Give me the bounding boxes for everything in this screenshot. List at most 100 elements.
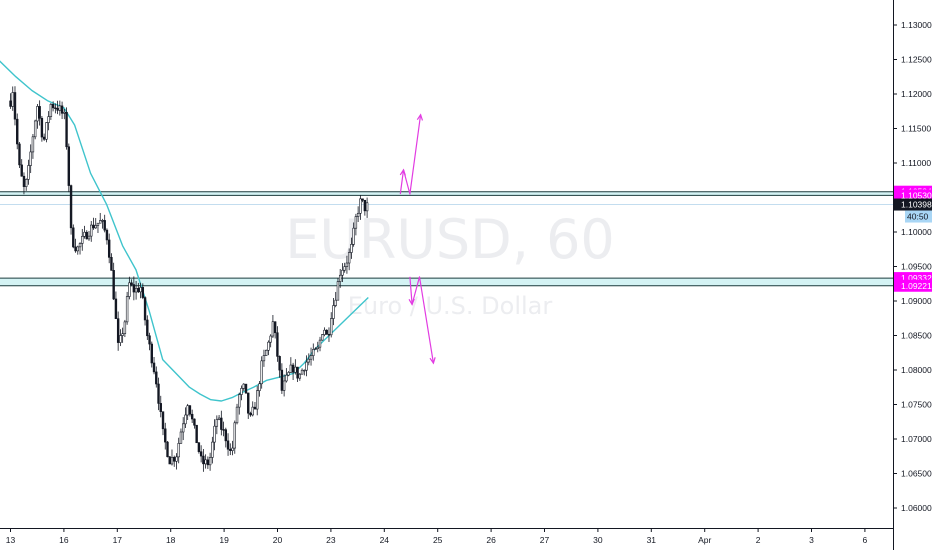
candle (150, 341, 153, 368)
candle-body (350, 244, 353, 253)
candle-body (184, 414, 187, 425)
candle-body (356, 212, 360, 217)
price-label-text: 1.09332 (901, 273, 932, 283)
x-tick-label: 25 (433, 535, 443, 545)
candle-body (29, 151, 32, 166)
candle-body (54, 107, 57, 109)
price-label-text: 1.10398 (901, 200, 932, 210)
candle (181, 417, 185, 441)
candle-body (173, 456, 176, 462)
candle-body (298, 373, 302, 379)
candle (361, 198, 364, 203)
candle (325, 329, 328, 335)
candle (107, 233, 111, 264)
candle-body (347, 252, 351, 264)
x-tick-label: 16 (59, 535, 69, 545)
candle (36, 103, 39, 129)
candle (130, 279, 133, 287)
candle (56, 100, 59, 115)
candle (332, 298, 335, 326)
time-axis[interactable]: 13 16 17 18 19 20 23 24 25 26 27 30 31 Apr 2 3 6 (0, 528, 893, 545)
candle-body (211, 441, 214, 458)
candle (45, 122, 48, 143)
candle-body (179, 431, 183, 444)
projection-bearish (409, 276, 434, 364)
candle (125, 291, 129, 325)
candle-body (141, 287, 145, 298)
candle-body (99, 220, 102, 224)
candle-body (69, 185, 73, 229)
candle (74, 238, 77, 253)
candle (159, 395, 162, 418)
candle-body (81, 236, 84, 244)
candle-body (152, 362, 156, 373)
candles-layer (9, 86, 369, 472)
candle (314, 347, 317, 350)
candle-body (330, 318, 333, 336)
candle-body (282, 380, 286, 391)
candle (78, 242, 82, 255)
price-label-badge (894, 189, 932, 202)
candle (38, 100, 41, 126)
candle-body (359, 198, 362, 214)
candle (190, 409, 194, 423)
zone-support (0, 278, 893, 286)
candle (116, 311, 120, 351)
candle (235, 403, 239, 425)
x-tick-label: 18 (166, 535, 176, 545)
candle (29, 144, 32, 174)
candle-body (343, 266, 346, 271)
x-tick-label: 19 (219, 535, 229, 545)
candle-body (300, 369, 304, 375)
candle-body (168, 456, 171, 465)
candle-body (36, 106, 39, 122)
candle-body (193, 418, 196, 426)
candle-body (87, 235, 91, 240)
candle-body (303, 369, 306, 372)
candle (166, 440, 169, 458)
price-label-text: 1.09221 (901, 281, 932, 291)
candle-body (119, 335, 122, 343)
candle-body (249, 412, 252, 416)
candle-body (103, 220, 106, 231)
candle-body (309, 355, 313, 360)
candle (321, 334, 324, 341)
candle (9, 93, 12, 109)
candle-body (20, 164, 23, 177)
candle (330, 312, 333, 338)
y-tick-label: 1.11000 (901, 158, 931, 168)
candle (260, 356, 263, 389)
candle-body (260, 360, 263, 385)
candle (63, 108, 66, 120)
candle (22, 172, 26, 195)
candle-body (38, 106, 41, 119)
candle (350, 237, 353, 259)
candle-body (251, 406, 254, 416)
candle-body (188, 405, 192, 415)
candle (238, 392, 241, 415)
candle-body (13, 92, 17, 120)
candle-body (217, 417, 221, 420)
price-axis[interactable]: 1.13000 1.12500 1.12000 1.11500 1.11000 1.105… (893, 0, 932, 550)
candle-body (253, 406, 257, 410)
candle-body (341, 269, 344, 276)
candle (273, 321, 277, 339)
candle (92, 217, 95, 230)
candle (327, 327, 331, 342)
candle-body (323, 329, 326, 335)
candle-body (325, 329, 328, 335)
candle-body (110, 257, 113, 271)
projections-layer (399, 113, 436, 365)
candle (251, 401, 254, 417)
candle (164, 422, 167, 450)
candle (123, 319, 127, 338)
candle (341, 263, 344, 282)
countdown-badge (905, 210, 932, 223)
candle-body (247, 392, 250, 414)
candle (141, 283, 145, 300)
candle (51, 101, 55, 112)
candle (49, 102, 53, 120)
x-tick-label: 30 (593, 535, 603, 545)
candle-body (47, 116, 50, 123)
